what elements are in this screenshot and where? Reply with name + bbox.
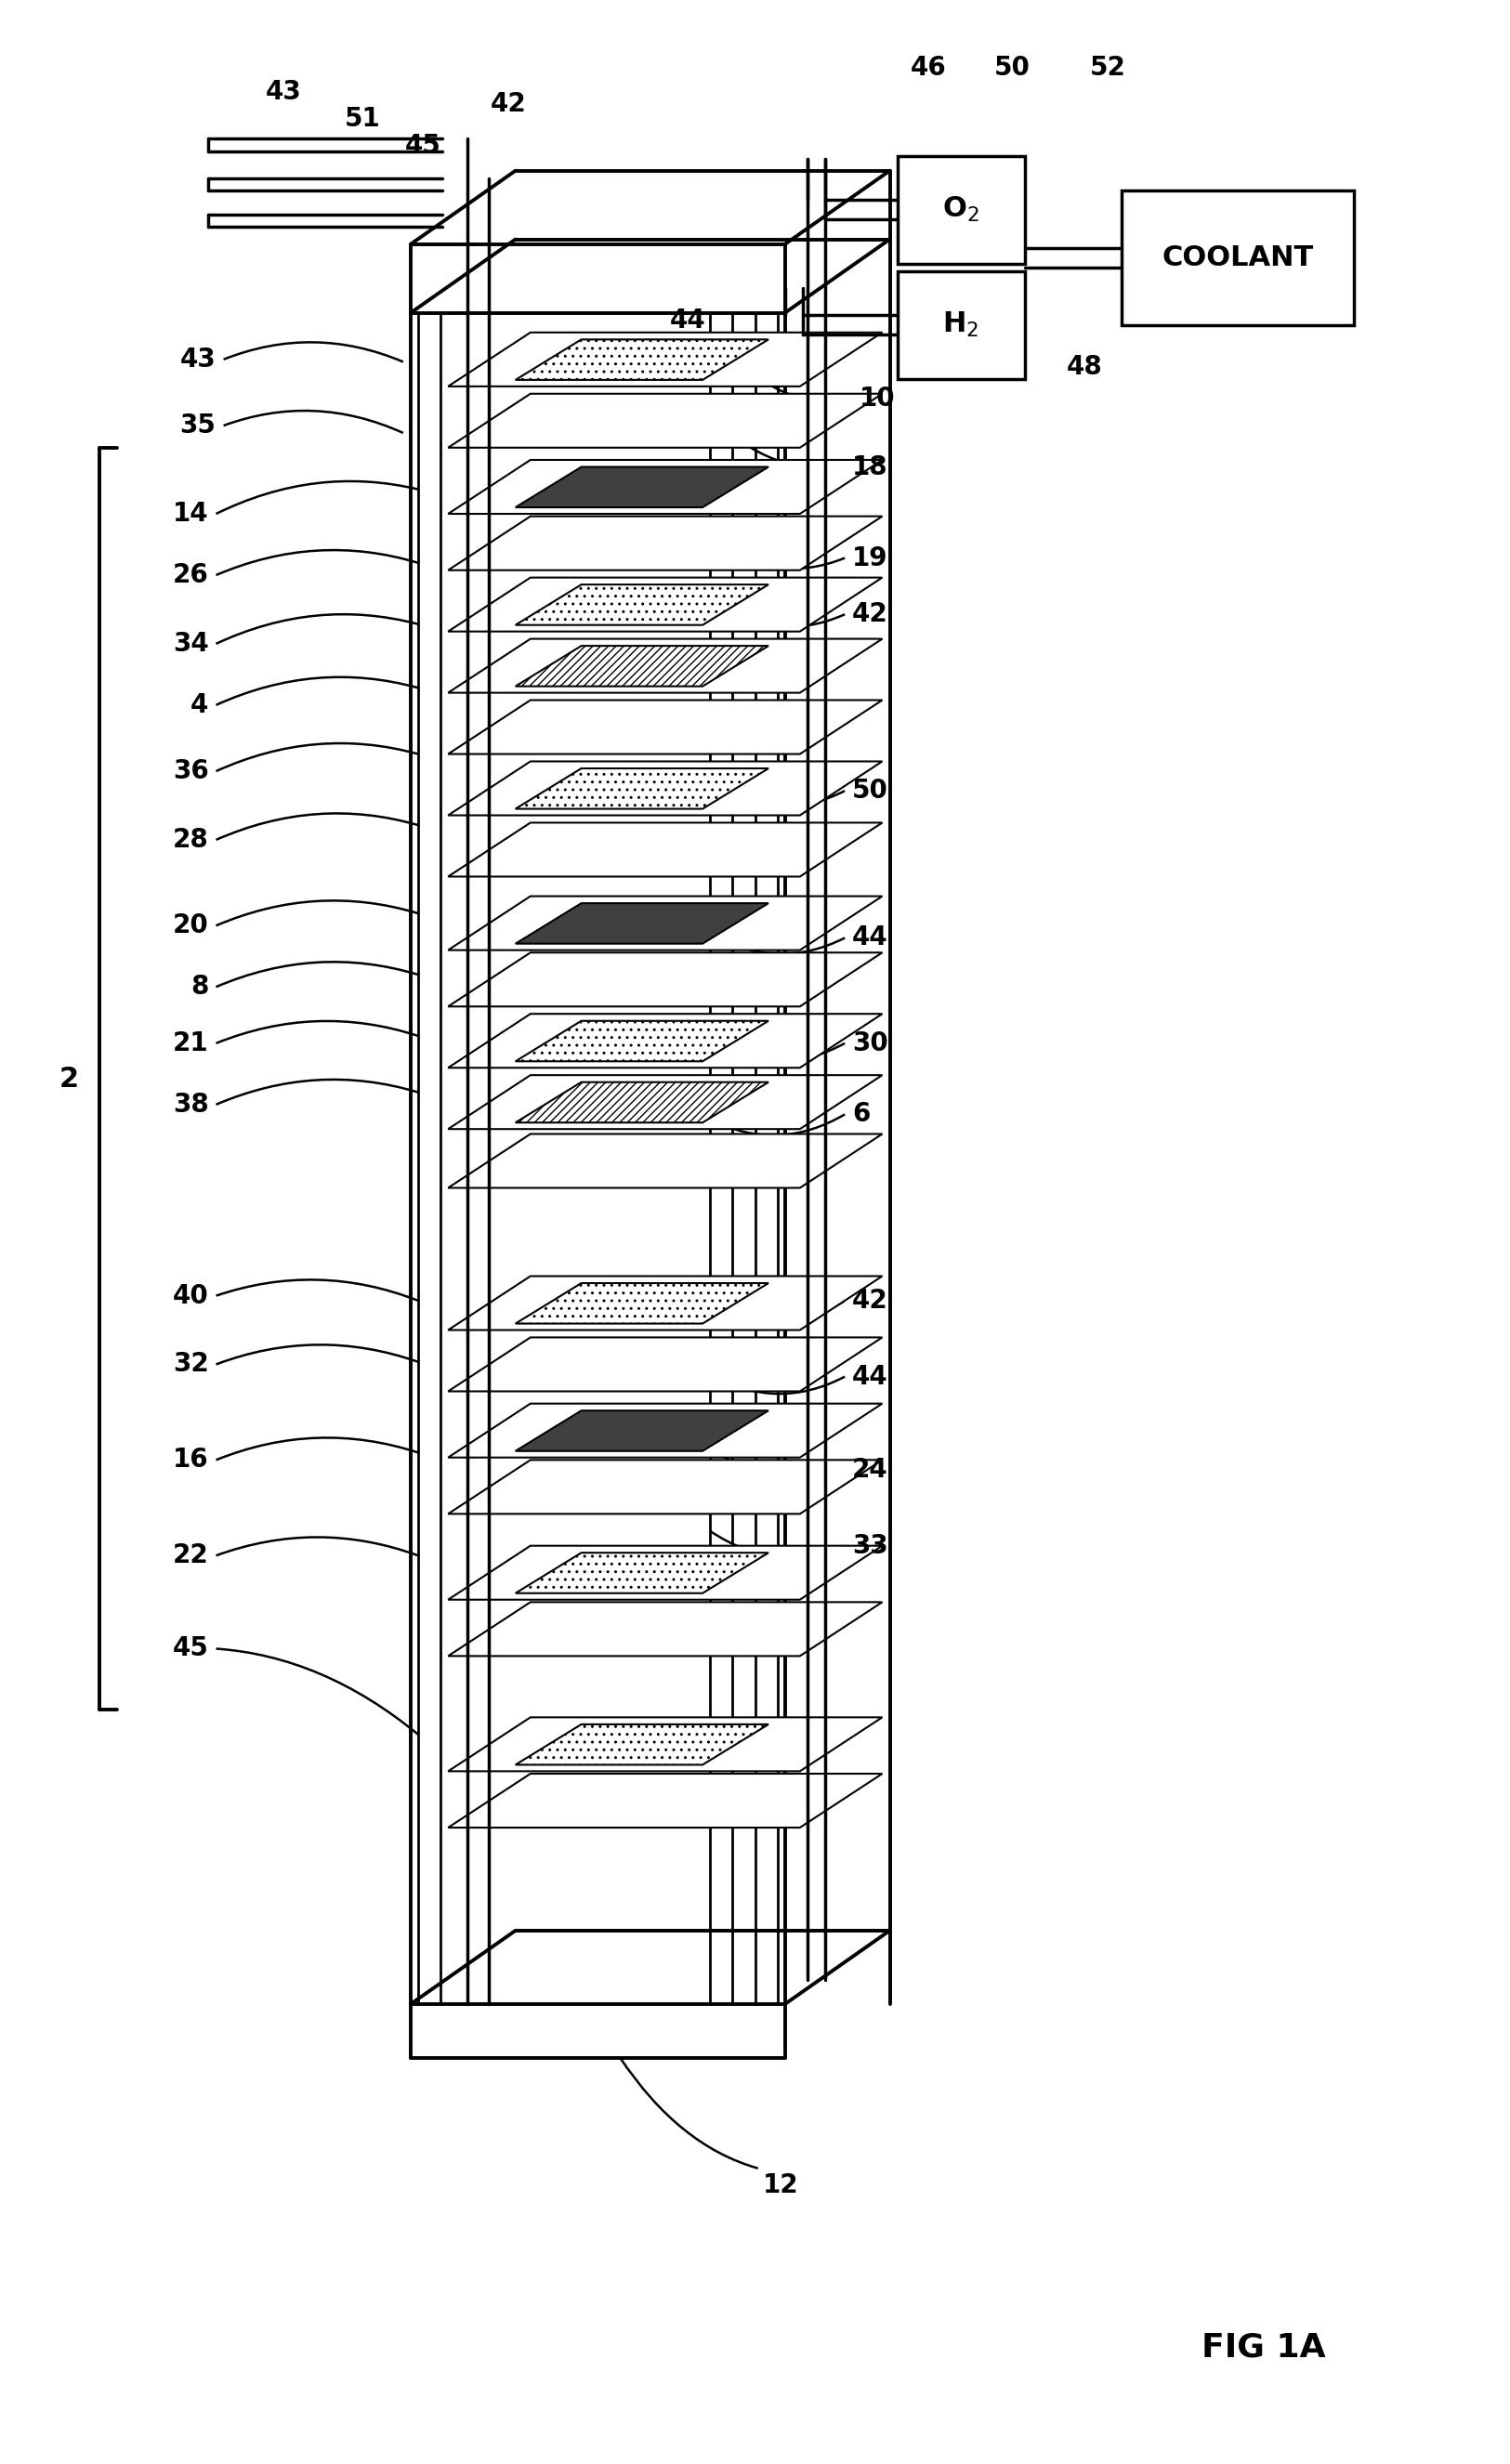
Text: FIG 1A: FIG 1A [1202,2331,1326,2363]
Text: 48: 48 [1066,355,1102,379]
Polygon shape [448,1013,882,1067]
Text: 34: 34 [172,631,208,658]
Text: 16: 16 [172,1446,208,1473]
Text: 35: 35 [180,411,216,439]
Polygon shape [515,1020,769,1062]
Polygon shape [515,904,769,944]
Text: 44: 44 [852,1363,888,1390]
Polygon shape [448,823,882,877]
Polygon shape [448,461,882,515]
Text: 30: 30 [852,1030,888,1057]
Text: O$_2$: O$_2$ [942,195,980,224]
Text: 38: 38 [172,1092,208,1119]
Polygon shape [448,1404,882,1459]
Polygon shape [448,394,882,448]
Text: 40: 40 [172,1284,208,1308]
Polygon shape [515,646,769,687]
Text: 46: 46 [911,54,947,81]
Text: 21: 21 [172,1030,208,1057]
Polygon shape [515,466,769,508]
Polygon shape [448,638,882,692]
Text: 42: 42 [852,1289,888,1313]
Bar [897,155,1024,264]
Text: 19: 19 [852,545,888,572]
Text: 22: 22 [172,1542,208,1570]
Text: 14: 14 [172,500,208,527]
Text: 36: 36 [172,759,208,784]
Polygon shape [448,897,882,951]
Text: 50: 50 [995,54,1030,81]
Text: 44: 44 [669,308,705,333]
Text: 42: 42 [489,91,525,118]
Polygon shape [448,954,882,1005]
Polygon shape [448,700,882,754]
Polygon shape [448,1338,882,1392]
Text: 33: 33 [852,1533,888,1560]
Polygon shape [515,1552,769,1594]
Text: 43: 43 [180,347,216,372]
Text: 50: 50 [852,779,888,803]
Text: 51: 51 [344,106,381,133]
Text: 8: 8 [190,973,208,1000]
Polygon shape [448,1133,882,1188]
Text: 26: 26 [172,562,208,589]
Text: 45: 45 [172,1636,208,1661]
Polygon shape [448,577,882,631]
Polygon shape [448,517,882,569]
Polygon shape [448,1602,882,1656]
Text: 24: 24 [852,1456,888,1483]
Polygon shape [448,1545,882,1599]
Text: 2: 2 [59,1064,79,1092]
Text: 44: 44 [852,924,888,951]
Text: 32: 32 [172,1350,208,1377]
Text: 43: 43 [266,79,302,106]
Polygon shape [448,1074,882,1129]
Polygon shape [448,333,882,387]
Text: 6: 6 [852,1101,870,1129]
Bar [1122,190,1354,325]
Text: 28: 28 [172,828,208,853]
Polygon shape [448,761,882,816]
Text: 45: 45 [405,133,441,160]
Polygon shape [515,1725,769,1764]
Polygon shape [448,1717,882,1772]
Polygon shape [515,1284,769,1323]
Text: 4: 4 [190,692,208,717]
Text: COOLANT: COOLANT [1163,244,1314,271]
Polygon shape [515,584,769,626]
Polygon shape [448,1276,882,1331]
Text: 20: 20 [172,912,208,939]
Polygon shape [515,340,769,379]
Polygon shape [515,1082,769,1124]
Text: 18: 18 [852,453,888,480]
Polygon shape [515,769,769,808]
Polygon shape [515,1409,769,1451]
Text: 12: 12 [763,2173,799,2198]
Text: 52: 52 [1090,54,1126,81]
Bar [897,271,1024,379]
Polygon shape [448,1774,882,1828]
Polygon shape [448,1461,882,1513]
Text: 10: 10 [859,387,895,411]
Text: H$_2$: H$_2$ [942,310,978,340]
Text: 42: 42 [852,601,888,628]
